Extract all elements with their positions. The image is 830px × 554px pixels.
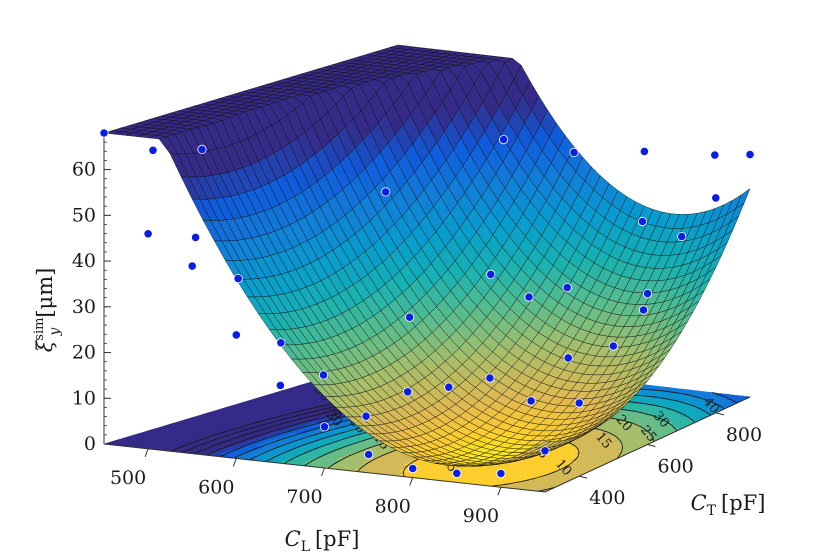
sample-point <box>496 468 506 479</box>
sample-point <box>524 292 534 302</box>
sample-point <box>608 341 618 351</box>
x-tick-label: 600 <box>198 476 234 498</box>
sample-point <box>574 398 584 408</box>
sample-point <box>148 145 158 155</box>
x-tick <box>321 467 325 477</box>
x-tick <box>409 477 414 486</box>
sample-point <box>639 146 650 156</box>
y-axis-label-sub: T <box>707 503 717 519</box>
sample-point <box>526 396 536 406</box>
y-axis-label: CT [pF] <box>691 491 766 519</box>
y-tick <box>715 412 724 416</box>
svg-text:CL[pF]: CL [pF] <box>285 527 360 554</box>
sample-point <box>233 273 243 284</box>
surface-mesh <box>103 44 751 467</box>
z-tick-label: 30 <box>72 296 96 318</box>
sample-point <box>361 411 371 421</box>
svg-text:CT[pF]: CT [pF] <box>691 491 766 519</box>
sample-point <box>745 150 755 160</box>
z-tick-label: 0 <box>84 433 96 455</box>
x-tick-label: 700 <box>286 486 322 508</box>
sample-point <box>191 232 201 242</box>
sample-point <box>569 147 579 157</box>
sample-point <box>444 382 454 392</box>
sample-point <box>275 380 285 390</box>
x-axis-label-unit: [pF] <box>315 527 359 551</box>
sample-point <box>143 229 153 239</box>
y-axis-label-main: C <box>691 491 707 515</box>
sample-point <box>319 422 330 432</box>
z-axis-label-sub: y <box>47 327 63 337</box>
y-axis-label-unit: [pF] <box>721 491 765 515</box>
z-tick-label: 60 <box>72 159 96 181</box>
x-tick-label: 800 <box>375 496 411 518</box>
sample-point <box>231 330 241 340</box>
sample-point <box>710 150 720 160</box>
sample-point <box>563 353 573 363</box>
sample-point <box>403 387 413 397</box>
y-tick <box>579 475 588 479</box>
sample-point <box>498 135 509 145</box>
sample-point <box>276 338 286 348</box>
x-tick <box>144 448 149 457</box>
sample-point <box>485 373 495 383</box>
z-axis-label-main: ξ <box>33 339 57 352</box>
x-axis-label-sub: L <box>301 539 310 554</box>
z-axis-label-unit: [μm] <box>33 268 57 318</box>
y-tick-label: 400 <box>589 487 625 509</box>
sample-point <box>197 144 207 154</box>
z-axis-label-sup: sim <box>32 318 47 341</box>
sample-point <box>677 232 687 242</box>
z-tick-label: 10 <box>72 387 96 409</box>
sample-point <box>642 288 653 299</box>
z-tick-label: 50 <box>72 204 96 226</box>
sample-point <box>540 446 550 456</box>
x-axis-label-main: C <box>285 527 301 551</box>
z-tick-label: 20 <box>72 342 96 364</box>
z-tick-label: 40 <box>72 250 96 272</box>
y-tick-label: 600 <box>658 456 694 478</box>
axes: 0 10 20 30 40 50 60 500 600 700 800 900 400 600 800 <box>72 132 762 527</box>
y-tick <box>647 444 656 447</box>
surface-face <box>533 441 552 449</box>
x-tick-label: 500 <box>110 467 146 489</box>
sample-point <box>404 312 415 322</box>
y-tick-label: 800 <box>726 424 762 446</box>
sample-point <box>318 370 329 380</box>
sample-point <box>711 193 721 203</box>
sample-point <box>187 261 197 271</box>
sample-point <box>638 305 649 315</box>
sample-point <box>486 269 496 279</box>
x-tick <box>232 458 237 467</box>
x-axis-label: CL [pF] <box>285 527 360 554</box>
x-tick <box>497 487 502 496</box>
sample-point <box>562 282 572 293</box>
sample-point <box>99 128 109 138</box>
sample-points <box>99 128 755 479</box>
sample-point <box>363 449 374 460</box>
sample-point <box>381 187 391 197</box>
sample-point <box>637 216 648 227</box>
x-tick-label: 900 <box>463 505 499 527</box>
sample-point <box>408 463 418 474</box>
svg-text:ξsimy[μm]: ξsimy [μm] <box>32 268 63 353</box>
sample-point <box>452 468 462 478</box>
z-axis-label: ξsimy [μm] <box>32 268 63 353</box>
